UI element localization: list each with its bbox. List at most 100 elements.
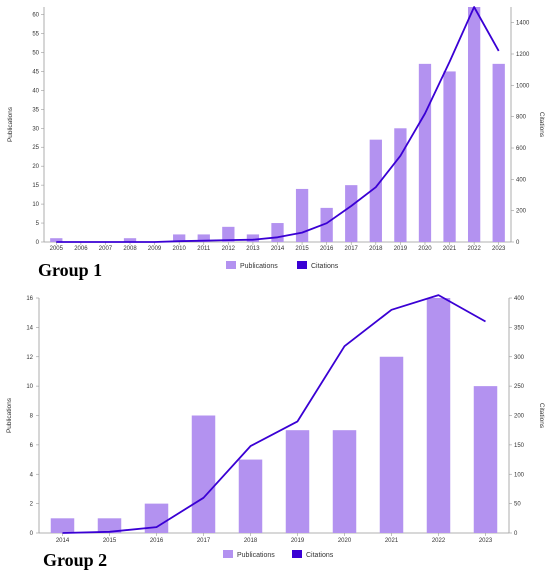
x-tick-label: 2007 [99, 246, 113, 252]
x-tick-label: 2011 [197, 246, 211, 252]
right-tick-label: 250 [514, 384, 525, 390]
y2-axis-title: Citations [538, 112, 545, 138]
legend: Publications Citations [223, 550, 334, 559]
x-tick-label: 2012 [222, 246, 236, 252]
right-tick-label: 800 [516, 115, 527, 121]
x-tick-label: 2020 [338, 538, 352, 544]
x-tick-label: 2015 [295, 246, 309, 252]
publication-bar [426, 298, 451, 533]
left-tick-label: 60 [32, 13, 39, 19]
left-tick-label: 0 [36, 240, 40, 246]
x-tick-label: 2009 [148, 246, 162, 252]
left-tick-label: 0 [30, 531, 34, 537]
legend-swatch-citations [297, 261, 307, 269]
publication-bar [97, 518, 122, 533]
x-tick-label: 2021 [385, 538, 399, 544]
x-tick-label: 2022 [432, 538, 446, 544]
publication-bar [144, 503, 169, 533]
x-tick-label: 2016 [320, 246, 334, 252]
right-tick-label: 50 [514, 502, 521, 508]
publication-bar [379, 356, 404, 533]
x-tick-label: 2005 [50, 246, 64, 252]
x-tick-label: 2015 [103, 538, 117, 544]
right-tick-label: 200 [514, 414, 525, 420]
publication-bar [345, 185, 358, 242]
left-tick-label: 10 [26, 384, 33, 390]
left-tick-label: 8 [30, 414, 34, 420]
publication-bar [418, 63, 432, 242]
left-tick-label: 35 [32, 107, 39, 113]
x-tick-label: 2020 [418, 246, 432, 252]
x-tick-label: 2022 [467, 246, 481, 252]
right-tick-label: 300 [514, 355, 525, 361]
left-tick-label: 2 [30, 502, 34, 508]
legend-swatch-publications [223, 550, 233, 558]
x-tick-label: 2008 [123, 246, 137, 252]
right-tick-label: 0 [516, 240, 520, 246]
x-tick-label: 2017 [345, 246, 359, 252]
publication-bar [443, 71, 456, 242]
right-tick-label: 0 [514, 531, 518, 537]
left-tick-label: 16 [26, 296, 33, 302]
publication-bar [320, 207, 333, 242]
x-tick-label: 2019 [291, 538, 305, 544]
x-tick-label: 2010 [173, 246, 187, 252]
publication-bar [123, 238, 137, 242]
x-tick-label: 2023 [492, 246, 506, 252]
left-tick-label: 5 [36, 221, 40, 227]
group-label: Group 1 [38, 260, 102, 280]
group-label: Group 2 [43, 550, 107, 570]
left-tick-label: 25 [32, 145, 39, 151]
publication-bar [492, 63, 505, 242]
y-axis-title: Publications [7, 106, 14, 142]
publication-bar [50, 238, 63, 242]
group-1-chart: 0510152025303540455055600200400600800100… [7, 6, 545, 280]
legend: Publications Citations [226, 261, 339, 270]
x-tick-label: 2013 [246, 246, 260, 252]
left-tick-label: 50 [32, 50, 39, 56]
legend-label-publications: Publications [237, 552, 275, 559]
right-tick-label: 400 [514, 296, 525, 302]
right-tick-label: 1400 [516, 21, 530, 27]
left-tick-label: 30 [32, 126, 39, 132]
left-tick-label: 10 [32, 202, 39, 208]
right-tick-label: 100 [514, 472, 525, 478]
legend-swatch-publications [226, 261, 236, 269]
legend-swatch-citations [292, 550, 302, 558]
x-tick-label: 2018 [244, 538, 258, 544]
x-tick-label: 2014 [271, 246, 285, 252]
right-tick-label: 600 [516, 146, 527, 152]
publication-bar [191, 415, 216, 533]
y-axis-title: Publications [6, 397, 13, 433]
right-tick-label: 400 [516, 177, 527, 183]
publication-bar [173, 234, 186, 242]
publication-bar [238, 459, 263, 533]
left-tick-label: 45 [32, 69, 39, 75]
left-tick-label: 4 [30, 472, 34, 478]
legend-label-citations: Citations [311, 263, 339, 270]
x-tick-label: 2021 [443, 246, 457, 252]
publication-bar [197, 234, 210, 242]
legend-label-citations: Citations [306, 552, 334, 559]
x-tick-label: 2017 [197, 538, 211, 544]
citations-line [62, 294, 486, 534]
citations-line [56, 6, 500, 243]
publication-bar [332, 430, 357, 533]
publication-bar [467, 7, 481, 242]
x-tick-label: 2016 [150, 538, 164, 544]
left-tick-label: 6 [30, 443, 34, 449]
right-tick-label: 150 [514, 443, 525, 449]
publication-bar [246, 234, 260, 242]
publication-bar [222, 226, 235, 242]
publication-bar [369, 139, 382, 242]
publication-bar [50, 518, 75, 533]
y2-axis-title: Citations [538, 403, 545, 429]
left-tick-label: 20 [32, 164, 39, 170]
right-tick-label: 350 [514, 325, 525, 331]
left-tick-label: 15 [32, 183, 39, 189]
right-tick-label: 1200 [516, 52, 530, 58]
publication-bar [271, 223, 284, 242]
x-tick-label: 2019 [394, 246, 408, 252]
x-tick-label: 2014 [56, 538, 70, 544]
